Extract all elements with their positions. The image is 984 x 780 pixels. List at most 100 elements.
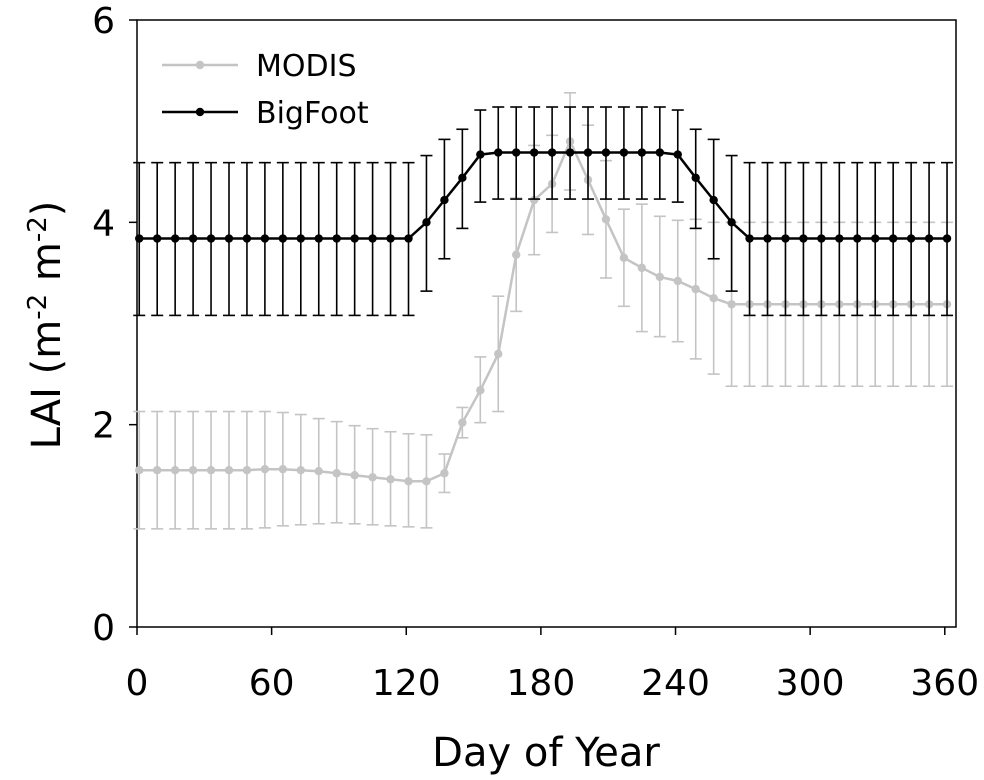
data-point: [224, 465, 234, 475]
data-point: [440, 195, 449, 205]
data-point: [853, 234, 862, 243]
x-tick-label: 300: [776, 663, 845, 704]
y-axis-title: LAI (m-2 m-2): [23, 201, 70, 450]
x-tick-label: 60: [249, 663, 295, 704]
data-point: [368, 234, 377, 243]
data-point: [709, 294, 718, 303]
data-point: [619, 253, 629, 262]
x-tick-label: 120: [372, 663, 441, 704]
series-modis: [133, 92, 954, 530]
data-point: [224, 234, 234, 243]
data-point: [637, 263, 647, 273]
legend-item-bigfoot: BigFoot: [162, 96, 369, 131]
data-point: [583, 148, 593, 157]
data-point: [422, 218, 431, 227]
data-point: [601, 215, 611, 224]
data-point: [332, 234, 341, 243]
data-point: [799, 234, 808, 243]
data-point: [242, 234, 252, 243]
legend: MODIS BigFoot: [162, 49, 369, 131]
data-point: [529, 195, 539, 205]
data-point: [350, 471, 359, 480]
data-point: [529, 148, 539, 157]
x-tick-label: 240: [641, 663, 710, 704]
data-point: [350, 234, 359, 243]
data-point: [170, 234, 180, 243]
data-point: [314, 234, 323, 243]
x-tick-label: 0: [126, 663, 149, 704]
data-point: [476, 150, 485, 159]
data-point: [152, 234, 162, 243]
data-point: [242, 465, 252, 475]
legend-swatch-marker: [195, 107, 205, 117]
y-tick-label: 0: [92, 608, 115, 649]
data-point: [727, 300, 736, 309]
y-axis-title-sup1: -2: [23, 294, 53, 320]
data-point: [512, 250, 521, 259]
legend-swatch-marker: [195, 60, 205, 70]
y-axis-title-end: ): [24, 201, 70, 217]
series-line: [139, 138, 947, 483]
data-point: [942, 234, 952, 243]
data-point: [745, 234, 754, 243]
data-point: [404, 477, 413, 486]
data-point: [494, 148, 503, 157]
data-point: [458, 418, 467, 427]
data-point: [565, 148, 575, 157]
data-point: [422, 477, 431, 486]
data-point: [332, 469, 341, 478]
data-point: [637, 148, 647, 157]
x-axis-title: Day of Year: [432, 730, 660, 776]
y-axis-title-sup2: -2: [23, 216, 53, 242]
data-point: [135, 234, 144, 243]
data-point: [170, 465, 180, 475]
data-point: [691, 173, 700, 183]
data-point: [368, 473, 377, 482]
data-point: [206, 465, 216, 475]
data-point: [619, 148, 629, 157]
data-point: [727, 218, 736, 227]
data-point: [817, 234, 826, 243]
x-tick-label: 360: [910, 663, 979, 704]
plot-frame: [136, 19, 957, 628]
data-point: [296, 465, 305, 475]
y-tick-label: 6: [92, 1, 115, 42]
data-point: [260, 234, 270, 243]
series-bigfoot: [133, 106, 954, 317]
y-axis-title-mid: m: [24, 242, 70, 294]
x-tick-label: 180: [507, 663, 576, 704]
data-point: [296, 234, 305, 243]
data-point: [188, 234, 198, 243]
data-point: [260, 464, 270, 474]
data-point: [206, 234, 216, 243]
data-point: [709, 195, 718, 205]
data-point: [781, 234, 790, 243]
data-point: [188, 465, 198, 475]
data-point: [547, 148, 557, 157]
data-point: [458, 173, 467, 183]
data-point: [655, 148, 665, 157]
data-point: [655, 272, 665, 282]
legend-label: BigFoot: [256, 96, 369, 131]
data-point: [673, 150, 682, 159]
axes: 0 60 120 180 240 300 360 0 2 4 6: [92, 1, 979, 704]
data-point: [386, 234, 395, 243]
data-point: [386, 475, 395, 484]
data-point: [691, 284, 700, 294]
data-point: [476, 386, 485, 395]
series-layer: [133, 92, 954, 530]
data-point: [512, 148, 521, 157]
data-point: [278, 464, 288, 474]
data-point: [440, 469, 449, 478]
y-axis-title-main: LAI (m: [24, 320, 70, 450]
data-point: [835, 234, 844, 243]
data-point: [924, 234, 934, 243]
legend-item-modis: MODIS: [162, 49, 357, 84]
y-tick-label: 4: [92, 203, 115, 244]
data-point: [888, 234, 898, 243]
data-point: [763, 234, 772, 243]
legend-label: MODIS: [256, 49, 357, 84]
y-tick-label: 2: [92, 406, 115, 447]
series-line: [139, 151, 947, 240]
